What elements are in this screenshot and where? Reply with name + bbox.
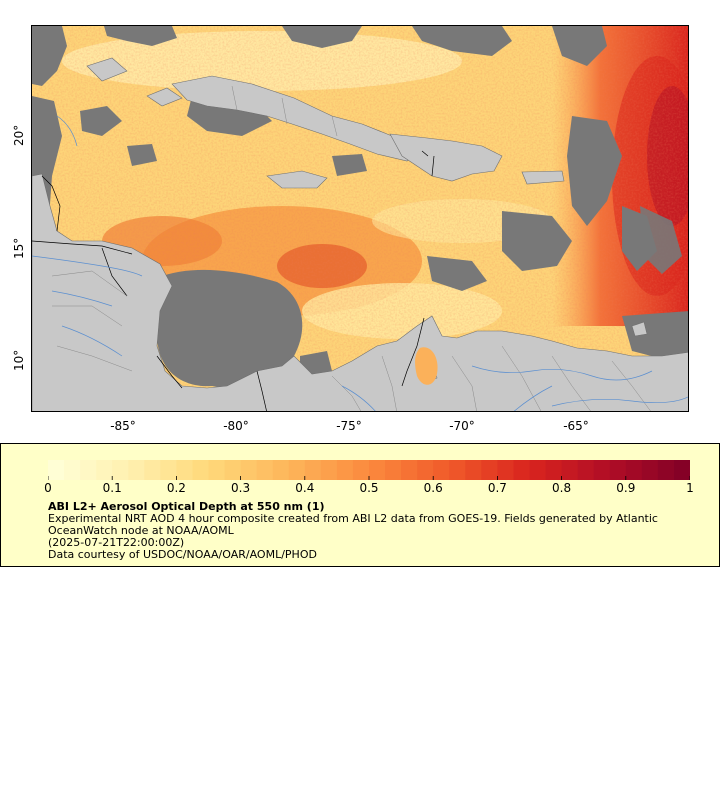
colorbar-segment xyxy=(272,460,290,480)
legend-credit: Data courtesy of USDOC/NOAA/OAR/AOML/PHO… xyxy=(48,548,317,561)
map-canvas xyxy=(32,26,688,411)
lon-label-65: -65° xyxy=(563,419,589,433)
colorbar-segment xyxy=(449,460,466,480)
central-america xyxy=(32,173,688,411)
legend-title: ABI L2+ Aerosol Optical Depth at 550 nm … xyxy=(48,500,325,513)
bahamas-islands xyxy=(86,57,128,82)
colorbar-segment xyxy=(144,460,161,480)
legend-description: Experimental NRT AOD 4 hour composite cr… xyxy=(48,512,658,537)
colorbar-tick-label: 0.4 xyxy=(295,481,315,495)
lat-label-10: 10° xyxy=(12,349,26,371)
jamaica xyxy=(266,170,328,189)
colorbar-segment xyxy=(369,460,386,480)
colorbar-tick-label: 0.3 xyxy=(231,481,251,495)
lon-label-85: -85° xyxy=(110,419,136,433)
colorbar-segment xyxy=(80,460,97,480)
hispaniola xyxy=(389,133,503,182)
colorbar-segment xyxy=(417,460,434,480)
lake-maracaibo xyxy=(415,347,438,385)
colorbar-segment xyxy=(497,460,514,480)
country-borders xyxy=(32,150,435,411)
lon-label-75: -75° xyxy=(336,419,362,433)
colorbar-segment xyxy=(625,460,643,480)
colorbar-segment xyxy=(48,460,65,480)
colorbar-segment xyxy=(224,460,242,480)
colorbar-tick-label: 0 xyxy=(44,481,52,495)
colorbar-tick-label: 0.7 xyxy=(487,481,507,495)
colorbar-segment xyxy=(577,460,595,480)
colorbar-segment xyxy=(192,460,209,480)
colorbar-segment xyxy=(513,460,530,480)
colorbar-segment xyxy=(433,460,450,480)
legend-time: (2025-07-21T22:00:00Z) xyxy=(48,536,185,549)
colorbar-segment xyxy=(336,460,354,480)
colorbar-segment xyxy=(593,460,611,480)
colorbar-segment xyxy=(64,460,81,480)
colorbar xyxy=(48,460,690,480)
colorbar-segment xyxy=(288,460,306,480)
colorbar-segment xyxy=(320,460,338,480)
colorbar-segment xyxy=(160,460,177,480)
admin-lines xyxy=(51,85,651,411)
colorbar-tick-label: 0.2 xyxy=(166,481,186,495)
lon-label-80: -80° xyxy=(223,419,249,433)
colorbar-tick-label: 1 xyxy=(686,481,694,495)
colorbar-tick-label: 0.1 xyxy=(102,481,122,495)
legend-panel: ABI L2+ Aerosol Optical Depth at 550 nm … xyxy=(0,443,720,567)
colorbar-segment xyxy=(208,460,226,480)
colorbar-tick-label: 0.8 xyxy=(552,481,572,495)
colorbar-segment xyxy=(128,460,145,480)
colorbar-segment xyxy=(641,460,659,480)
colorbar-tick-label: 0.5 xyxy=(359,481,379,495)
legend-text: ABI L2+ Aerosol Optical Depth at 550 nm … xyxy=(48,501,698,561)
colorbar-segment xyxy=(385,460,402,480)
colorbar-segment xyxy=(545,460,563,480)
colorbar-segment xyxy=(352,460,370,480)
colorbar-segment xyxy=(304,460,322,480)
colorbar-segment xyxy=(256,460,274,480)
colorbar-segment xyxy=(657,460,675,480)
aerosol-map[interactable] xyxy=(31,25,689,412)
puerto-rico xyxy=(521,170,565,185)
lat-label-15: 15° xyxy=(12,237,26,259)
colorbar-segment xyxy=(96,460,113,480)
colorbar-segment xyxy=(465,460,482,480)
colorbar-segment xyxy=(240,460,258,480)
colorbar-segment xyxy=(561,460,579,480)
colorbar-tick-label: 0.6 xyxy=(423,481,443,495)
colorbar-segment xyxy=(481,460,498,480)
colorbar-segment xyxy=(176,460,193,480)
colorbar-segment xyxy=(112,460,129,480)
lat-label-20: 20° xyxy=(12,124,26,146)
colorbar-tick-label: 0.9 xyxy=(616,481,636,495)
rivers xyxy=(32,115,688,411)
colorbar-segment xyxy=(529,460,547,480)
colorbar-segment xyxy=(609,460,627,480)
lon-label-70: -70° xyxy=(449,419,475,433)
colorbar-segment xyxy=(401,460,418,480)
colorbar-segment xyxy=(673,460,690,480)
